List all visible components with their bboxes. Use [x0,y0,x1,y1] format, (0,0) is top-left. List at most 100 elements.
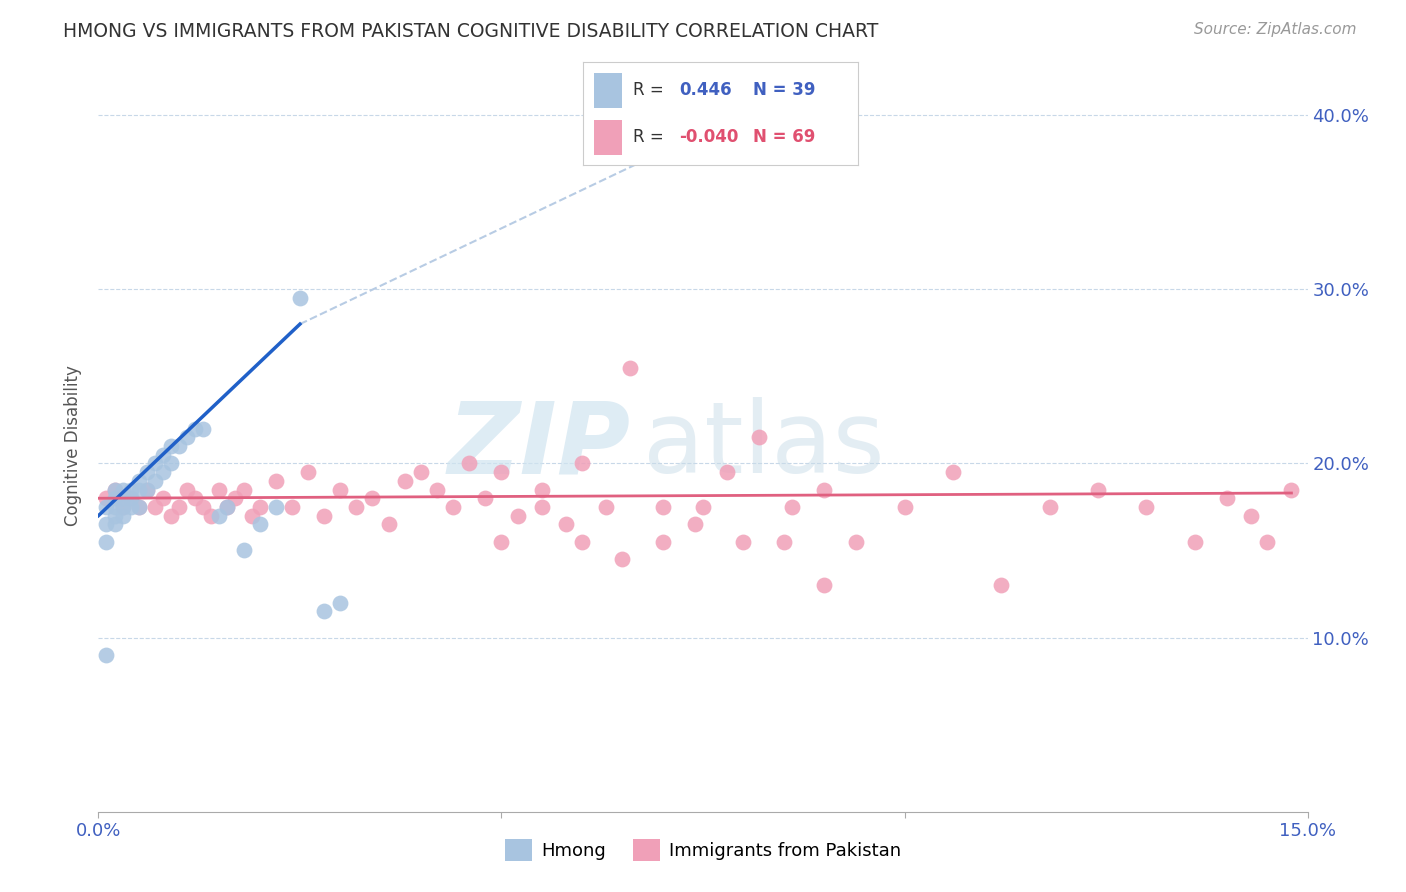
Point [143,457,166,471]
Point [344,500,367,514]
Point [111,500,134,514]
Point [845,534,868,549]
Point [184,491,207,506]
Point [176,430,198,444]
Point [297,465,319,479]
Point [813,578,835,592]
Point [990,578,1012,592]
Point [394,474,416,488]
Point [491,534,513,549]
Point [217,500,239,514]
Point [264,474,287,488]
Point [1039,500,1062,514]
Point [103,483,125,497]
Point [96,517,118,532]
Point [111,500,134,514]
Point [733,534,755,549]
Point [249,517,271,532]
Point [595,500,617,514]
Point [813,483,835,497]
Text: N = 39: N = 39 [754,81,815,99]
Point [1216,491,1239,506]
Point [120,483,142,497]
Text: HMONG VS IMMIGRANTS FROM PAKISTAN COGNITIVE DISABILITY CORRELATION CHART: HMONG VS IMMIGRANTS FROM PAKISTAN COGNIT… [63,22,879,41]
Point [232,543,254,558]
Point [1256,534,1278,549]
Point [167,439,190,453]
Point [217,500,239,514]
Point [491,465,513,479]
Point [103,500,125,514]
Point [441,500,464,514]
Bar [595,120,621,155]
Point [1135,500,1157,514]
Point [96,648,118,662]
Point [160,508,183,523]
Point [314,604,336,618]
Point [240,508,263,523]
Point [264,500,287,514]
Point [160,457,183,471]
Y-axis label: Cognitive Disability: Cognitive Disability [65,366,83,526]
Point [111,491,134,506]
Point [128,500,150,514]
Point [314,508,336,523]
Point [208,483,231,497]
Point [111,483,134,497]
Point [530,483,553,497]
Point [135,483,157,497]
Point [96,500,118,514]
Point [329,483,352,497]
Text: -0.040: -0.040 [679,128,738,146]
Point [571,534,593,549]
Point [692,500,714,514]
Point [176,483,198,497]
Point [772,534,794,549]
Point [716,465,738,479]
Point [152,465,174,479]
Point [128,474,150,488]
Point [474,491,496,506]
Point [506,508,529,523]
Point [232,483,254,497]
Point [1240,508,1263,523]
Text: R =: R = [633,128,664,146]
Point [361,491,384,506]
Point [143,500,166,514]
Point [409,465,432,479]
Point [200,508,222,523]
Point [458,457,481,471]
Point [120,491,142,506]
Point [103,491,125,506]
Text: ZIP: ZIP [447,398,630,494]
Point [651,534,673,549]
Point [571,457,593,471]
Point [612,552,634,566]
Point [152,448,174,462]
Point [893,500,915,514]
Point [152,491,174,506]
Point [249,500,271,514]
Point [103,517,125,532]
Point [208,508,231,523]
Point [780,500,803,514]
Point [135,465,157,479]
Point [329,596,352,610]
Point [103,508,125,523]
Point [426,483,449,497]
Point [120,500,142,514]
Bar [595,73,621,108]
Point [193,421,215,435]
Point [111,508,134,523]
Point [1184,534,1206,549]
Point [193,500,215,514]
Text: Source: ZipAtlas.com: Source: ZipAtlas.com [1194,22,1357,37]
Text: R =: R = [633,81,664,99]
Point [103,483,125,497]
Point [288,291,311,305]
Point [1281,483,1303,497]
Point [128,500,150,514]
Text: N = 69: N = 69 [754,128,815,146]
Point [651,500,673,514]
Point [748,430,770,444]
